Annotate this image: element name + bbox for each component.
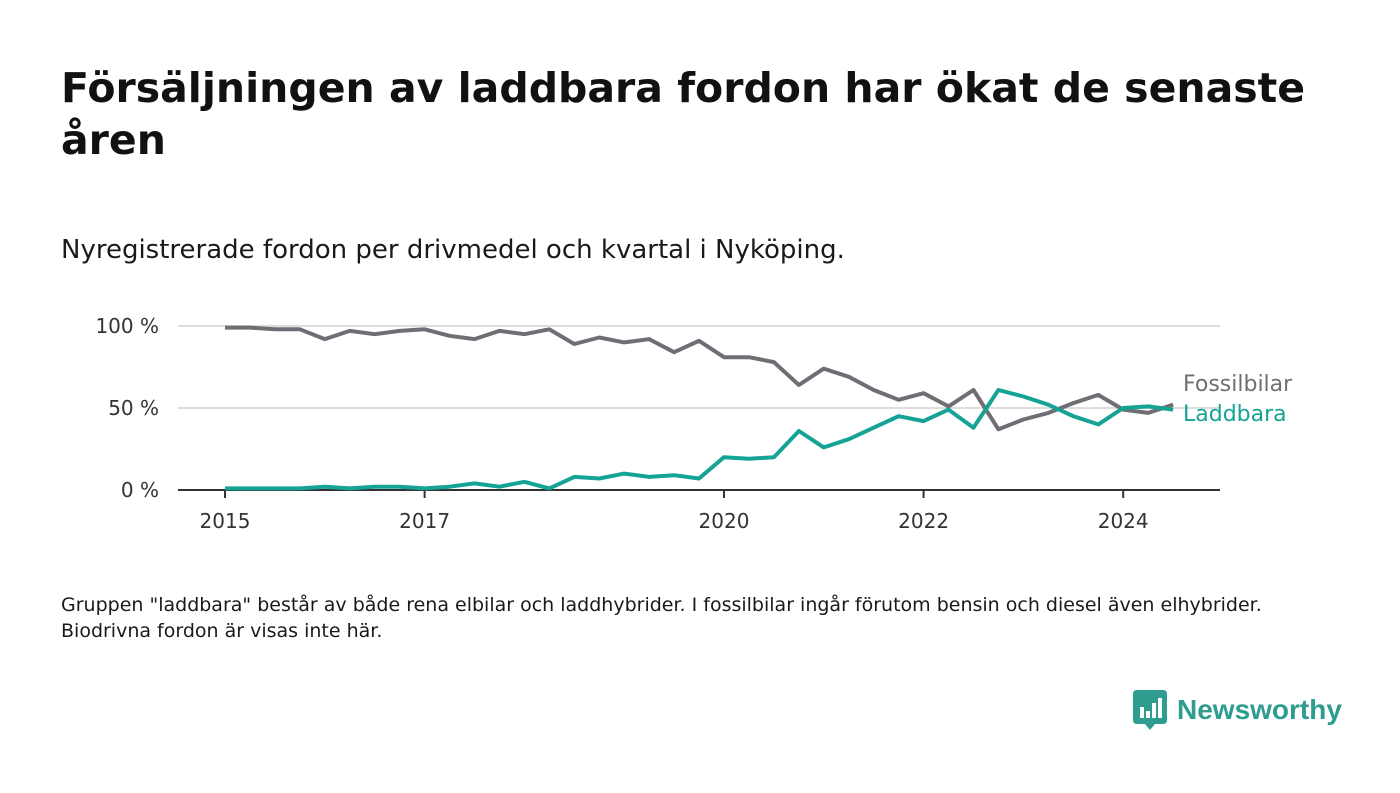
x-tick-label: 2017 [399, 509, 450, 533]
series-label-fossilbilar: Fossilbilar [1183, 372, 1293, 397]
newsworthy-brand[interactable]: Newsworthy [1133, 690, 1342, 730]
chart-footnote: Gruppen "laddbara" består av både rena e… [61, 594, 1262, 642]
newsworthy-brand-name: Newsworthy [1177, 694, 1342, 725]
chart-subtitle: Nyregistrerade fordon per drivmedel och … [61, 235, 845, 265]
series-line-laddbara [225, 388, 1174, 491]
x-tick-label: 2020 [699, 509, 750, 533]
chart-title: Försäljningen av laddbara fordon har öka… [61, 64, 1306, 164]
series-label-laddbara: Laddbara [1183, 402, 1287, 427]
line-chart: 0 % 50 % 100 % 2015 2017 2020 2022 2024 Fossilbi… [95, 314, 1293, 533]
y-tick-label: 50 % [108, 396, 159, 420]
x-tick-label: 2022 [898, 509, 949, 533]
y-tick-label: 0 % [121, 478, 159, 502]
x-tick-label: 2015 [200, 509, 251, 533]
newsworthy-logo-icon [1133, 690, 1167, 730]
y-tick-label: 100 % [95, 314, 159, 338]
x-tick-label: 2024 [1098, 509, 1149, 533]
series-line-fossilbilar [225, 325, 1174, 432]
